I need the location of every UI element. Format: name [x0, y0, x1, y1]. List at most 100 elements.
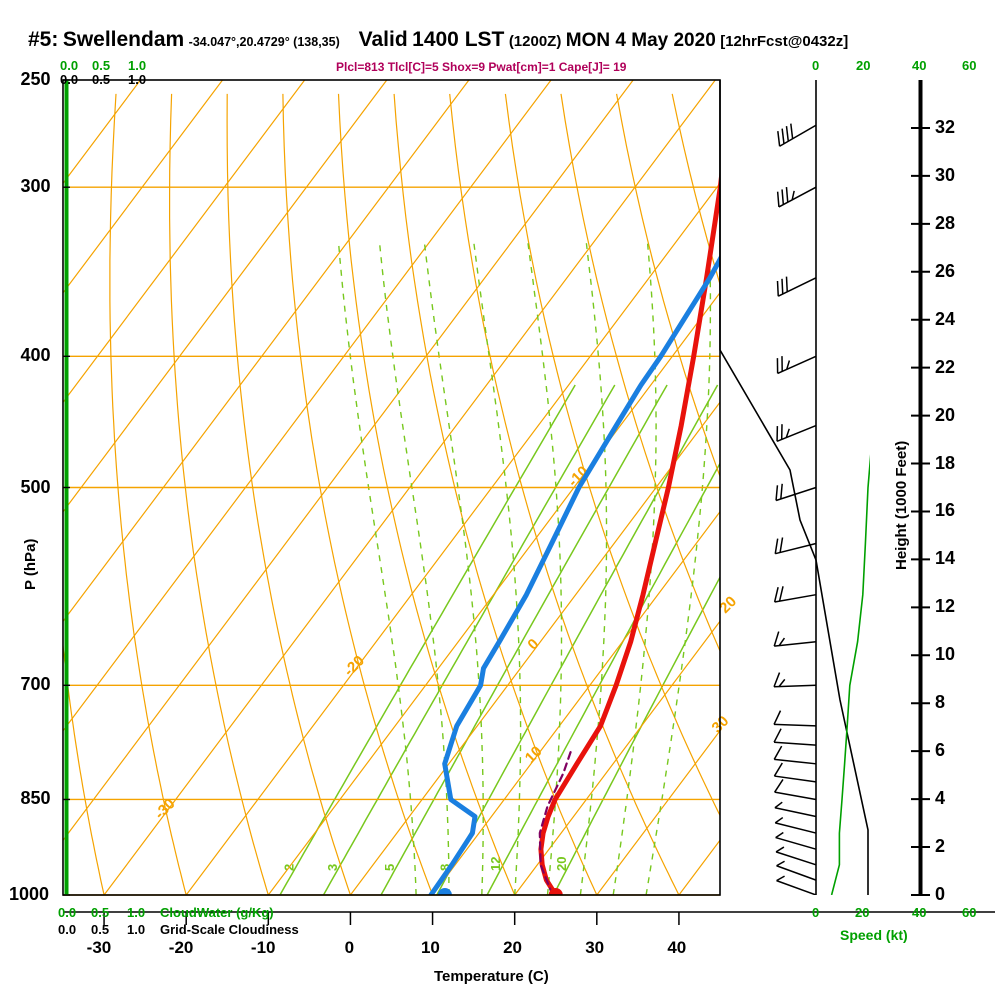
wind-barb-feather	[785, 186, 789, 203]
wind-barb-shaft	[777, 277, 817, 297]
surface-dewpoint-dot	[437, 888, 452, 895]
wind-barb-feather	[776, 191, 780, 207]
pressure-label-850: 850	[20, 788, 51, 809]
height-axis-label: Height (1000 Feet)	[893, 440, 910, 570]
wind-barb-900	[774, 816, 817, 834]
height-label-28: 28	[935, 212, 956, 233]
height-label-26: 26	[935, 260, 956, 281]
wind-barb-shaft	[774, 758, 817, 765]
wind-barb-feather	[773, 745, 783, 760]
wind-barb-875	[774, 801, 817, 818]
wind-barb-feather	[785, 126, 790, 142]
height-label-16: 16	[935, 500, 956, 521]
moist-adiabat-16	[423, 243, 484, 895]
dewpoint-trace	[428, 254, 720, 895]
dry-adiabat-70	[616, 93, 720, 479]
wind-barb-shaft	[774, 775, 817, 783]
wind-barb-feather	[773, 672, 781, 688]
wind-barb-925	[775, 831, 817, 850]
temperature-label-40: 40	[667, 938, 687, 957]
wind-barb-1000	[776, 875, 817, 895]
wind-barb-shaft	[773, 684, 817, 688]
wind-barb-feather	[774, 538, 779, 554]
temperature-label-10: 10	[420, 938, 440, 957]
wind-barb-750	[773, 710, 817, 727]
cloudwater-tick-bottom-1: 0.5	[91, 905, 110, 920]
wind-barb-feather	[779, 537, 784, 553]
wind-barb-270	[777, 123, 817, 147]
dry-adiabat--20	[109, 93, 187, 895]
wind-barb-feather	[781, 189, 785, 205]
moist-adiabat-20	[473, 243, 522, 895]
wind-barb-shaft	[779, 124, 817, 147]
height-label-12: 12	[935, 596, 956, 617]
height-label-8: 8	[935, 692, 946, 713]
wind-barb-shaft	[775, 851, 817, 866]
pressure-label-1000: 1000	[9, 884, 50, 904]
cloudwater-tick-0: 0.0	[60, 58, 79, 73]
station-id: #5:	[28, 28, 59, 51]
wind-barb-feather	[785, 428, 790, 438]
wind-barb-975	[776, 860, 817, 881]
wind-barb-600	[773, 586, 817, 603]
isotherm-40	[678, 839, 720, 895]
wind-barb-shaft	[774, 741, 817, 746]
dry-adiabat-130	[950, 94, 1000, 895]
mixing-ratio-line-5	[380, 384, 668, 895]
moist-adiabat-32	[612, 243, 657, 895]
temperature-axis-label: Temperature (C)	[434, 968, 549, 985]
height-label-2: 2	[935, 836, 946, 857]
mixing-ratio-line-2	[279, 384, 576, 895]
cloudiness-tick-2: 1.0	[127, 922, 146, 937]
mixing-ratio-line-3	[322, 384, 616, 895]
wind-barb-650	[773, 631, 817, 647]
wind-barb-feather	[773, 710, 782, 725]
wind-barb-feather	[781, 128, 785, 144]
moist-adiabat-8	[337, 243, 417, 895]
cloudiness-axis-label: Grid-Scale Cloudiness	[160, 922, 299, 937]
wind-barb-300	[776, 186, 817, 208]
temperature-label-30: 30	[585, 938, 605, 957]
cloudwater-tick-1: 0.5	[92, 58, 111, 73]
wind-barb-shaft	[778, 186, 817, 208]
moist-adiabat-24	[527, 243, 563, 895]
cloudwater-tick-bottom-0: 0.0	[58, 905, 77, 920]
mixing-ratio-label-3: 3	[325, 864, 340, 871]
dry-adiabat-10	[282, 93, 434, 895]
cloudwater-axis-label: CloudWater (g/Kg)	[160, 905, 274, 920]
cloudwater-tick-bottom-2: 1.0	[127, 905, 146, 920]
wind-panel-outline	[719, 80, 869, 895]
speed-tick-bottom-3: 60	[962, 905, 977, 920]
mixing-ratio-label-20: 20	[554, 857, 569, 871]
wind-barb-950	[775, 846, 817, 866]
pressure-label-500: 500	[20, 476, 51, 497]
wind-barb-800	[773, 745, 817, 765]
forecast-tag: [12hrFcst@0432z]	[720, 33, 849, 50]
wind-barb-350	[776, 276, 817, 297]
wind-barb-feather	[786, 360, 791, 370]
surface-temperature-dot	[548, 888, 563, 895]
wind-barb-500	[775, 483, 817, 502]
temperature-label--20: -20	[168, 938, 194, 957]
wind-barb-feather	[773, 631, 780, 647]
dry-adiabat-0	[226, 93, 351, 895]
wind-barb-shaft	[776, 879, 817, 895]
dry-adiabat-30	[393, 93, 598, 895]
station-name: Swellendam	[62, 28, 185, 51]
valid-time: 1400 LST	[412, 28, 505, 51]
mixing-ratio-label-8: 8	[438, 864, 453, 871]
temperature-label--30: -30	[86, 938, 112, 957]
wind-barb-feather	[774, 816, 784, 824]
dry-adiabat--30	[63, 640, 105, 895]
isotherm-10	[432, 510, 720, 895]
mixing-ratio-line-12	[486, 461, 720, 895]
speed-tick-bottom-1: 20	[855, 905, 870, 920]
height-label-10: 10	[935, 644, 956, 665]
temperature-label--10: -10	[250, 938, 276, 957]
wind-barb-450	[776, 424, 817, 442]
pressure-label-700: 700	[20, 674, 51, 695]
moist-adiabat-36	[645, 243, 712, 895]
pressure-label-300: 300	[20, 176, 51, 197]
isotherm--80	[63, 80, 306, 404]
